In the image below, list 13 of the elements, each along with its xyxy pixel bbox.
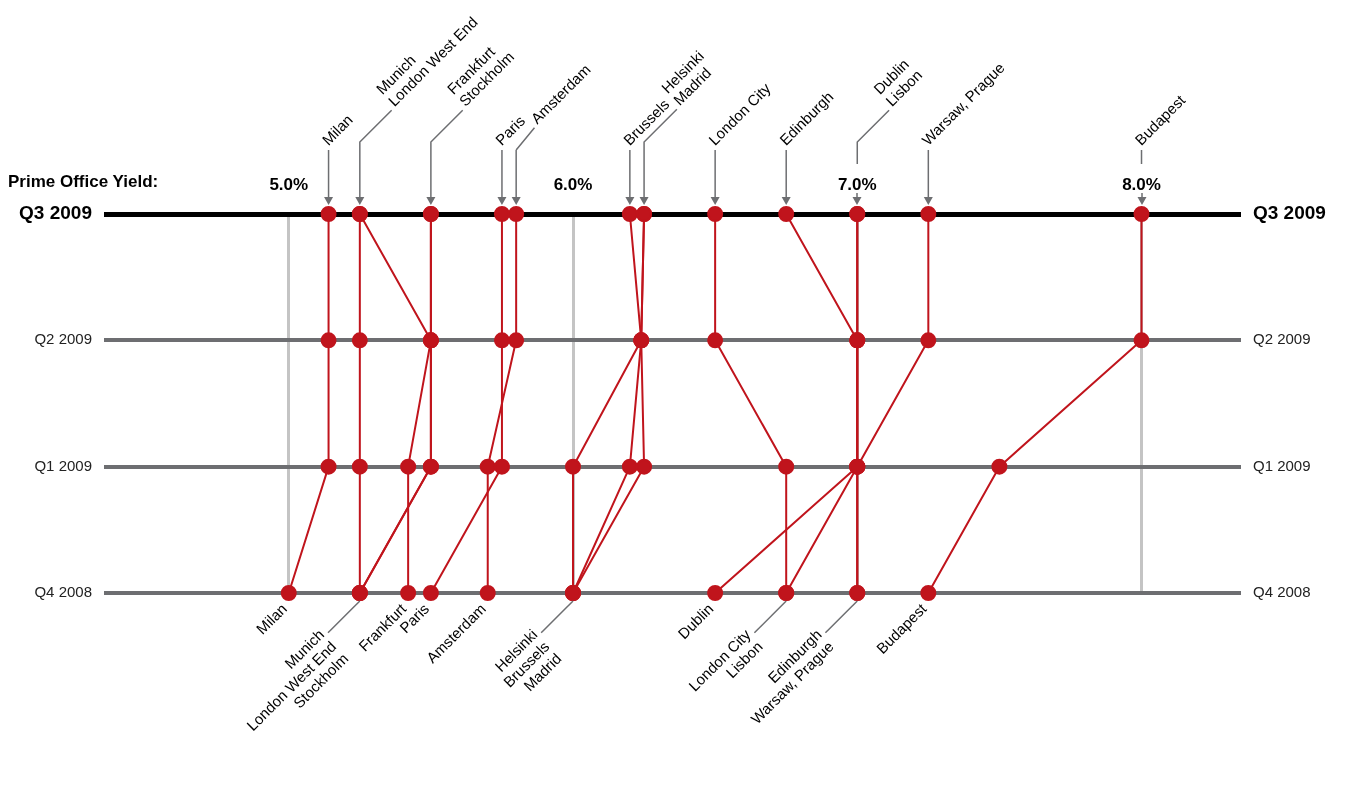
x-tick-label: 8.0% xyxy=(1122,175,1161,195)
y-tick-label: Q1 2009 xyxy=(1253,456,1311,474)
y-tick-label: Q2 2009 xyxy=(1253,330,1311,348)
y-tick-label: Q3 2009 xyxy=(1253,202,1326,224)
category-label: Q1 2009 xyxy=(34,456,92,474)
category-label: Q3 2009 xyxy=(19,202,92,224)
x-tick-label: 6.0% xyxy=(553,175,593,195)
y-tick-label: Q4 2008 xyxy=(1253,583,1311,601)
x-tick-label: 5.0% xyxy=(269,175,309,195)
category-label: Q2 2009 xyxy=(34,330,92,348)
category-label: Q4 2008 xyxy=(34,583,92,601)
x-tick-label: 7.0% xyxy=(837,175,877,195)
x-axis-title: Prime Office Yield: xyxy=(8,171,159,191)
